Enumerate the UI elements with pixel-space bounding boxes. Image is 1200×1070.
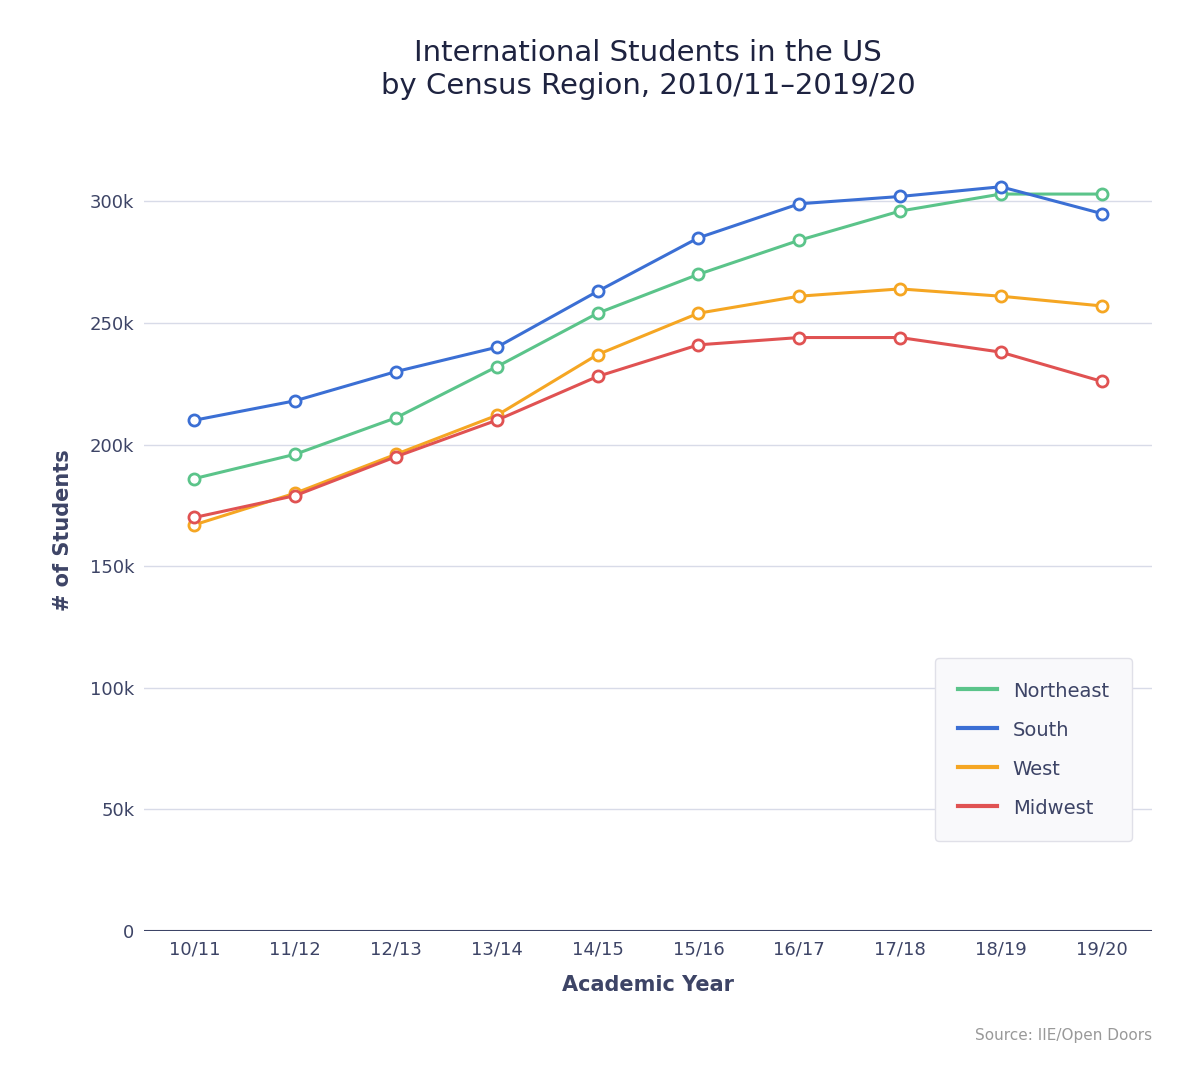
X-axis label: Academic Year: Academic Year xyxy=(562,975,734,995)
Legend: Northeast, South, West, Midwest: Northeast, South, West, Midwest xyxy=(935,658,1132,841)
Text: Source: IIE/Open Doors: Source: IIE/Open Doors xyxy=(974,1028,1152,1043)
Y-axis label: # of Students: # of Students xyxy=(53,448,73,611)
Title: International Students in the US
by Census Region, 2010/11–2019/20: International Students in the US by Cens… xyxy=(380,40,916,100)
